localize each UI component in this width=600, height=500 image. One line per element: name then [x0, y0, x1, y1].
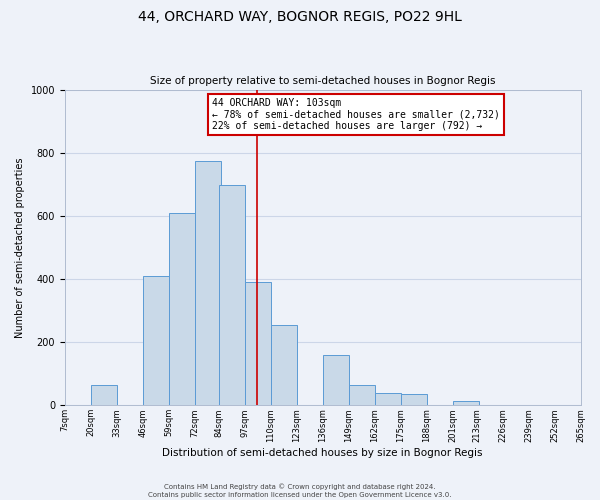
Bar: [452, 400, 479, 406]
Bar: [271, 325, 296, 406]
Bar: [401, 394, 427, 406]
Y-axis label: Number of semi-detached properties: Number of semi-detached properties: [15, 158, 25, 338]
Bar: [245, 282, 271, 406]
Text: 44, ORCHARD WAY, BOGNOR REGIS, PO22 9HL: 44, ORCHARD WAY, BOGNOR REGIS, PO22 9HL: [138, 10, 462, 24]
Bar: [143, 276, 169, 406]
Bar: [218, 184, 245, 406]
Text: 44 ORCHARD WAY: 103sqm
← 78% of semi-detached houses are smaller (2,732)
22% of : 44 ORCHARD WAY: 103sqm ← 78% of semi-det…: [212, 98, 500, 131]
Bar: [374, 392, 401, 406]
Bar: [323, 355, 349, 406]
Bar: [349, 385, 374, 406]
Bar: [169, 213, 195, 406]
Bar: [91, 385, 117, 406]
Bar: [195, 161, 221, 406]
Title: Size of property relative to semi-detached houses in Bognor Regis: Size of property relative to semi-detach…: [150, 76, 496, 86]
X-axis label: Distribution of semi-detached houses by size in Bognor Regis: Distribution of semi-detached houses by …: [163, 448, 483, 458]
Text: Contains HM Land Registry data © Crown copyright and database right 2024.
Contai: Contains HM Land Registry data © Crown c…: [148, 484, 452, 498]
